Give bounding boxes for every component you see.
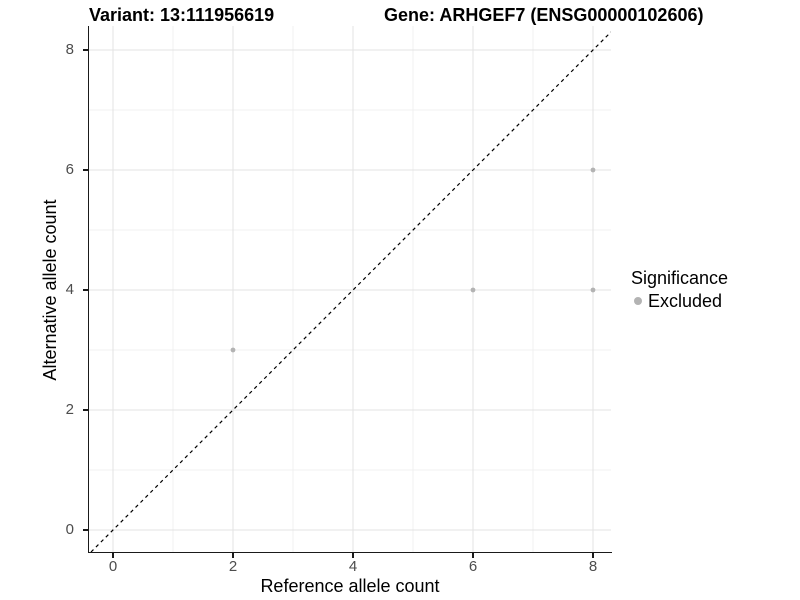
variant-title: Variant: 13:111956619 [89,5,275,25]
y-tick-mark [83,169,88,171]
data-point-excluded [590,287,596,293]
x-tick-label: 2 [228,558,238,575]
legend-entry-label: Excluded [648,291,723,311]
x-tick-mark [232,553,234,558]
y-tick-label: 2 [65,401,74,419]
x-tick-label: 8 [588,558,598,575]
y-tick-mark [83,49,88,51]
gene-title: Gene: ARHGEF7 (ENSG00000102606) [384,5,704,25]
y-tick-label: 8 [65,41,74,59]
y-axis-title: Alternative allele count [40,199,60,381]
x-tick-label: 4 [348,558,358,575]
x-axis-line [87,551,612,553]
data-point-excluded [590,167,596,173]
legend: Significance Excluded [631,267,728,312]
x-tick-mark [352,553,354,558]
y-tick-mark [83,529,88,531]
y-tick-label: 4 [65,281,74,299]
y-tick-mark [83,409,88,411]
y-axis-line [87,26,89,553]
y-tick-label: 0 [65,521,74,539]
x-tick-mark [472,553,474,558]
x-tick-label: 0 [108,558,118,575]
legend-title: Significance [631,268,729,288]
x-axis-title: Reference allele count [260,576,440,596]
y-tick-mark [83,289,88,291]
y-tick-label: 6 [65,161,74,179]
x-tick-mark [592,553,594,558]
legend-point-icon [634,297,642,305]
x-tick-label: 6 [468,558,478,575]
legend-entry-excluded: Excluded [631,290,728,312]
x-tick-mark [112,553,114,558]
plot-panel [89,26,612,553]
plot-area-svg [89,26,612,553]
data-point-excluded [470,287,476,293]
data-point-excluded [230,347,236,353]
